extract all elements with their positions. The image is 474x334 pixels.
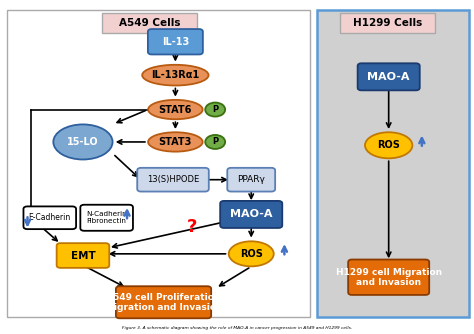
Text: A549 Cells: A549 Cells	[118, 18, 180, 28]
Text: MAO-A: MAO-A	[367, 72, 410, 82]
Text: N-Cadherin
Fibronectin: N-Cadherin Fibronectin	[86, 211, 127, 224]
Text: Figure 3. A schematic diagram showing the role of MAO-A in cancer progression in: Figure 3. A schematic diagram showing th…	[122, 326, 352, 330]
Ellipse shape	[148, 100, 202, 119]
FancyBboxPatch shape	[357, 63, 419, 90]
FancyBboxPatch shape	[317, 10, 469, 317]
Text: ?: ?	[187, 218, 197, 236]
FancyBboxPatch shape	[80, 205, 133, 231]
FancyBboxPatch shape	[7, 10, 310, 317]
Ellipse shape	[365, 132, 412, 158]
FancyBboxPatch shape	[137, 168, 209, 192]
FancyBboxPatch shape	[348, 260, 429, 295]
Text: IL-13Rα1: IL-13Rα1	[151, 70, 200, 80]
Text: H1299 Cells: H1299 Cells	[353, 18, 422, 28]
Text: P: P	[212, 138, 218, 146]
Text: 13(S)HPODE: 13(S)HPODE	[147, 175, 199, 184]
Text: PPARγ: PPARγ	[237, 175, 265, 184]
FancyBboxPatch shape	[23, 206, 76, 229]
FancyBboxPatch shape	[220, 201, 282, 228]
FancyBboxPatch shape	[116, 286, 211, 318]
Text: ROS: ROS	[377, 140, 400, 150]
Text: 15-LO: 15-LO	[67, 137, 99, 147]
FancyBboxPatch shape	[148, 29, 203, 54]
FancyBboxPatch shape	[228, 168, 275, 192]
Ellipse shape	[148, 132, 202, 152]
Text: IL-13: IL-13	[162, 37, 189, 47]
Text: ROS: ROS	[240, 249, 263, 259]
Ellipse shape	[205, 135, 225, 149]
FancyBboxPatch shape	[57, 243, 109, 268]
FancyBboxPatch shape	[340, 13, 435, 33]
Text: E-Cadherin: E-Cadherin	[28, 213, 71, 222]
Ellipse shape	[53, 125, 112, 160]
Text: STAT3: STAT3	[159, 137, 192, 147]
Ellipse shape	[228, 241, 274, 267]
Text: STAT6: STAT6	[159, 105, 192, 115]
FancyBboxPatch shape	[102, 13, 197, 33]
Ellipse shape	[142, 65, 209, 86]
Text: MAO-A: MAO-A	[230, 209, 273, 219]
Text: EMT: EMT	[71, 250, 95, 261]
Ellipse shape	[205, 103, 225, 117]
Text: P: P	[212, 105, 218, 114]
Text: H1299 cell Migration
and Invasion: H1299 cell Migration and Invasion	[336, 268, 442, 287]
Text: A549 cell Proliferation
Migration and Invasion: A549 cell Proliferation Migration and In…	[105, 293, 222, 312]
